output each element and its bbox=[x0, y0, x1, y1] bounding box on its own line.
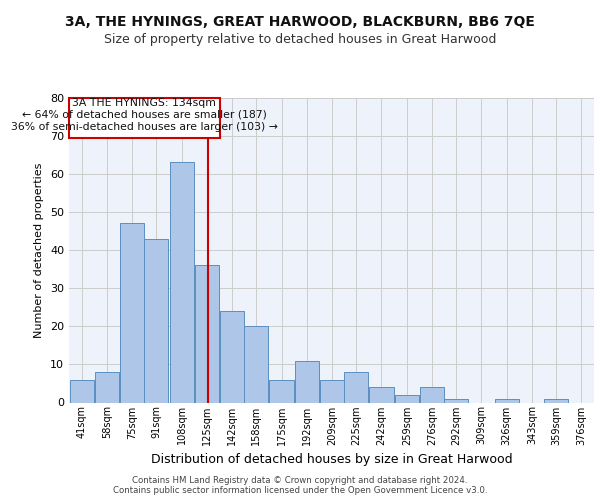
Bar bbox=[220, 311, 244, 402]
Bar bbox=[320, 380, 344, 402]
Text: Contains HM Land Registry data © Crown copyright and database right 2024.: Contains HM Land Registry data © Crown c… bbox=[132, 476, 468, 485]
X-axis label: Distribution of detached houses by size in Great Harwood: Distribution of detached houses by size … bbox=[151, 453, 512, 466]
Bar bbox=[70, 380, 94, 402]
Text: Contains public sector information licensed under the Open Government Licence v3: Contains public sector information licen… bbox=[113, 486, 487, 495]
Text: 3A, THE HYNINGS, GREAT HARWOOD, BLACKBURN, BB6 7QE: 3A, THE HYNINGS, GREAT HARWOOD, BLACKBUR… bbox=[65, 15, 535, 29]
Bar bbox=[295, 360, 319, 403]
Bar bbox=[95, 372, 119, 402]
Bar bbox=[420, 387, 444, 402]
Bar bbox=[244, 326, 268, 402]
Bar bbox=[370, 387, 394, 402]
Bar bbox=[144, 238, 169, 402]
Text: 3A THE HYNINGS: 134sqm: 3A THE HYNINGS: 134sqm bbox=[73, 98, 216, 108]
Bar bbox=[544, 398, 568, 402]
Bar bbox=[170, 162, 194, 402]
Y-axis label: Number of detached properties: Number of detached properties bbox=[34, 162, 44, 338]
Bar bbox=[444, 398, 468, 402]
Bar bbox=[344, 372, 368, 402]
Bar bbox=[395, 395, 419, 402]
Bar bbox=[494, 398, 519, 402]
Text: Size of property relative to detached houses in Great Harwood: Size of property relative to detached ho… bbox=[104, 32, 496, 46]
Text: 36% of semi-detached houses are larger (103) →: 36% of semi-detached houses are larger (… bbox=[11, 122, 278, 132]
Bar bbox=[69, 98, 220, 138]
Bar bbox=[269, 380, 293, 402]
Text: ← 64% of detached houses are smaller (187): ← 64% of detached houses are smaller (18… bbox=[22, 110, 267, 120]
Bar bbox=[195, 265, 219, 402]
Bar bbox=[121, 224, 145, 402]
